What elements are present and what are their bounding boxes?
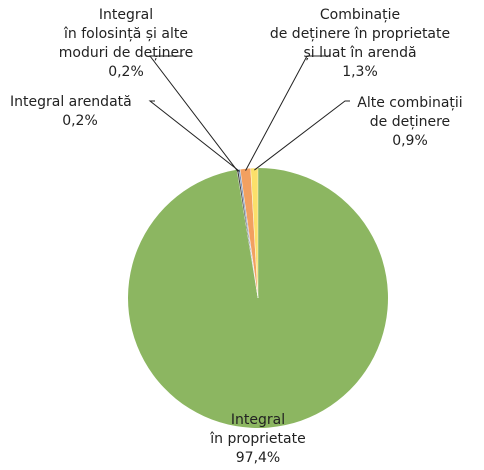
value-label: 0,2% [108, 64, 144, 80]
value-label: 97,4% [236, 450, 280, 466]
leader-line [254, 100, 350, 171]
slice-label: și luat în arendă [303, 45, 416, 61]
slice-label: Alte combinații [357, 95, 462, 111]
leader-line [148, 55, 239, 172]
slice-label: Integral arendată [10, 94, 132, 110]
slice-label: în proprietate [209, 431, 305, 447]
slice-label: în folosință și alte [63, 26, 188, 42]
leader-line [148, 100, 240, 172]
leader-line [245, 55, 330, 171]
slice-label: de deținere în proprietate [270, 26, 450, 42]
slice-label: Combinație [320, 7, 400, 23]
pie-slice [250, 167, 259, 299]
slice-label: Integral [231, 412, 285, 428]
value-label: 0,9% [392, 133, 428, 149]
slice-label: de deținere [370, 114, 450, 130]
slice-label: moduri de deținere [59, 45, 193, 61]
slice-label: Integral [99, 7, 153, 23]
value-label: 0,2% [62, 113, 98, 129]
value-label: 1,3% [342, 64, 378, 80]
